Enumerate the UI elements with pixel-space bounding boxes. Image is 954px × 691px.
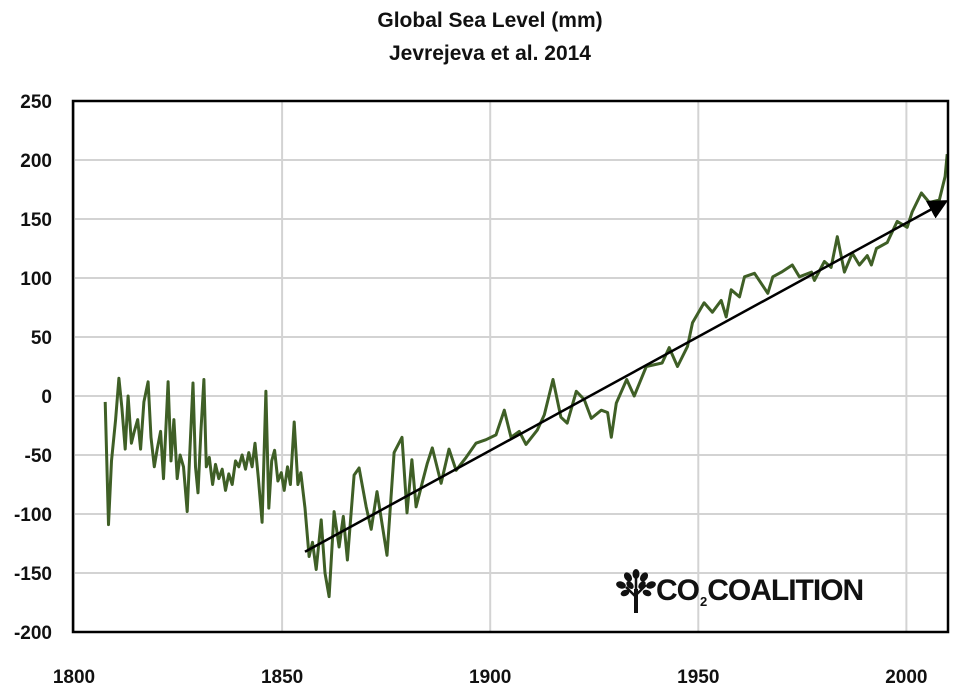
logo-text-coalition: COALITION — [707, 573, 864, 607]
y-tick-label: -200 — [14, 623, 52, 644]
x-tick-label: 1900 — [469, 667, 511, 688]
trend-arrow — [304, 200, 949, 553]
x-tick-label: 1800 — [53, 667, 95, 688]
chart-subtitle: Jevrejeva et al. 2014 — [388, 42, 591, 65]
logo-text-co: CO — [656, 573, 700, 607]
x-tick-label: 2000 — [885, 667, 927, 688]
co2-coalition-logo: CO2COALITION — [616, 569, 864, 613]
logo-text: CO2COALITION — [656, 573, 864, 609]
y-tick-label: 200 — [20, 151, 52, 172]
y-tick-label: 100 — [20, 269, 52, 290]
plot-area-border — [71, 99, 950, 634]
x-tick-label: 1850 — [261, 667, 303, 688]
y-tick-label: 50 — [31, 328, 52, 349]
y-tick-label: 0 — [41, 387, 52, 408]
sea-level-series-line — [103, 153, 949, 599]
y-tick-label: -50 — [25, 446, 52, 467]
logo-text-subscript: 2 — [700, 593, 707, 609]
y-tick-label: -150 — [14, 564, 52, 585]
y-tick-label: -100 — [14, 505, 52, 526]
x-tick-label: 1950 — [677, 667, 719, 688]
y-tick-label: 150 — [20, 210, 52, 231]
chart-title: Global Sea Level (mm) — [377, 9, 603, 32]
y-tick-label: 250 — [20, 92, 52, 113]
tree-icon — [616, 569, 656, 613]
